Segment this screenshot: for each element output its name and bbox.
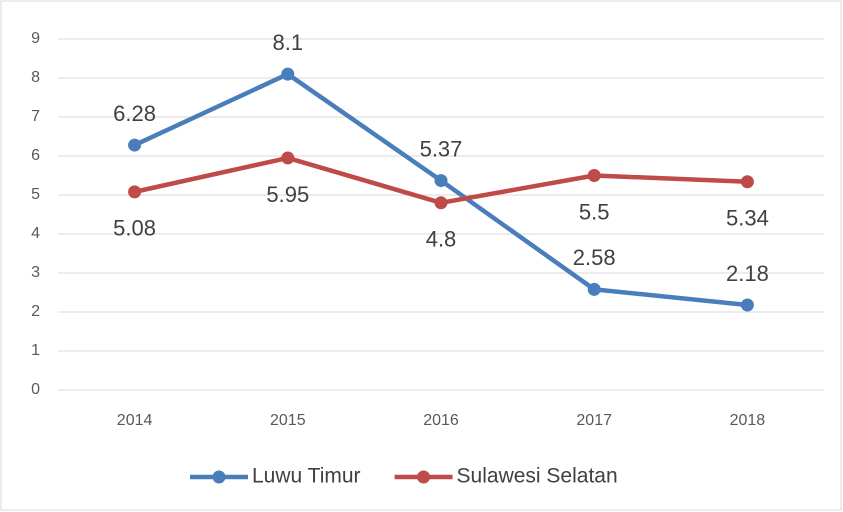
point [281,67,295,81]
data-label: 2.58 [573,245,616,270]
point [128,138,142,152]
y-tick-label: 3 [31,264,40,281]
x-tick-label: 2016 [423,412,459,429]
y-tick-label: 0 [31,381,40,398]
data-label: 5.34 [726,206,769,231]
point [128,185,142,199]
data-label: 6.28 [113,101,156,126]
data-label: 5.5 [579,199,610,224]
legend-marker [212,470,226,484]
point [587,169,601,182]
data-label: 5.08 [113,216,156,241]
legend-marker [417,470,431,484]
data-label: 4.8 [426,227,457,252]
y-tick-label: 9 [31,30,40,47]
point [587,282,601,296]
point [434,174,448,188]
y-tick-label: 7 [31,108,40,125]
legend-label: Sulawesi Selatan [457,465,618,488]
x-tick-label: 2014 [117,412,153,429]
data-label: 5.37 [420,136,463,161]
data-label: 8.1 [273,30,304,55]
point [740,175,754,189]
point [281,151,295,165]
legend-label: Luwu Timur [252,465,361,488]
point [434,196,448,210]
y-tick-label: 8 [31,69,40,86]
data-label: 2.18 [726,261,769,286]
y-tick-label: 6 [31,147,40,164]
x-tick-label: 2018 [730,412,766,429]
point [740,298,754,312]
y-tick-label: 1 [31,342,40,359]
x-tick-label: 2015 [270,412,306,429]
x-tick-label: 2017 [576,412,612,429]
y-tick-label: 4 [31,225,40,242]
y-tick-label: 5 [31,186,40,203]
y-tick-label: 2 [31,303,40,320]
data-label: 5.95 [266,182,309,207]
